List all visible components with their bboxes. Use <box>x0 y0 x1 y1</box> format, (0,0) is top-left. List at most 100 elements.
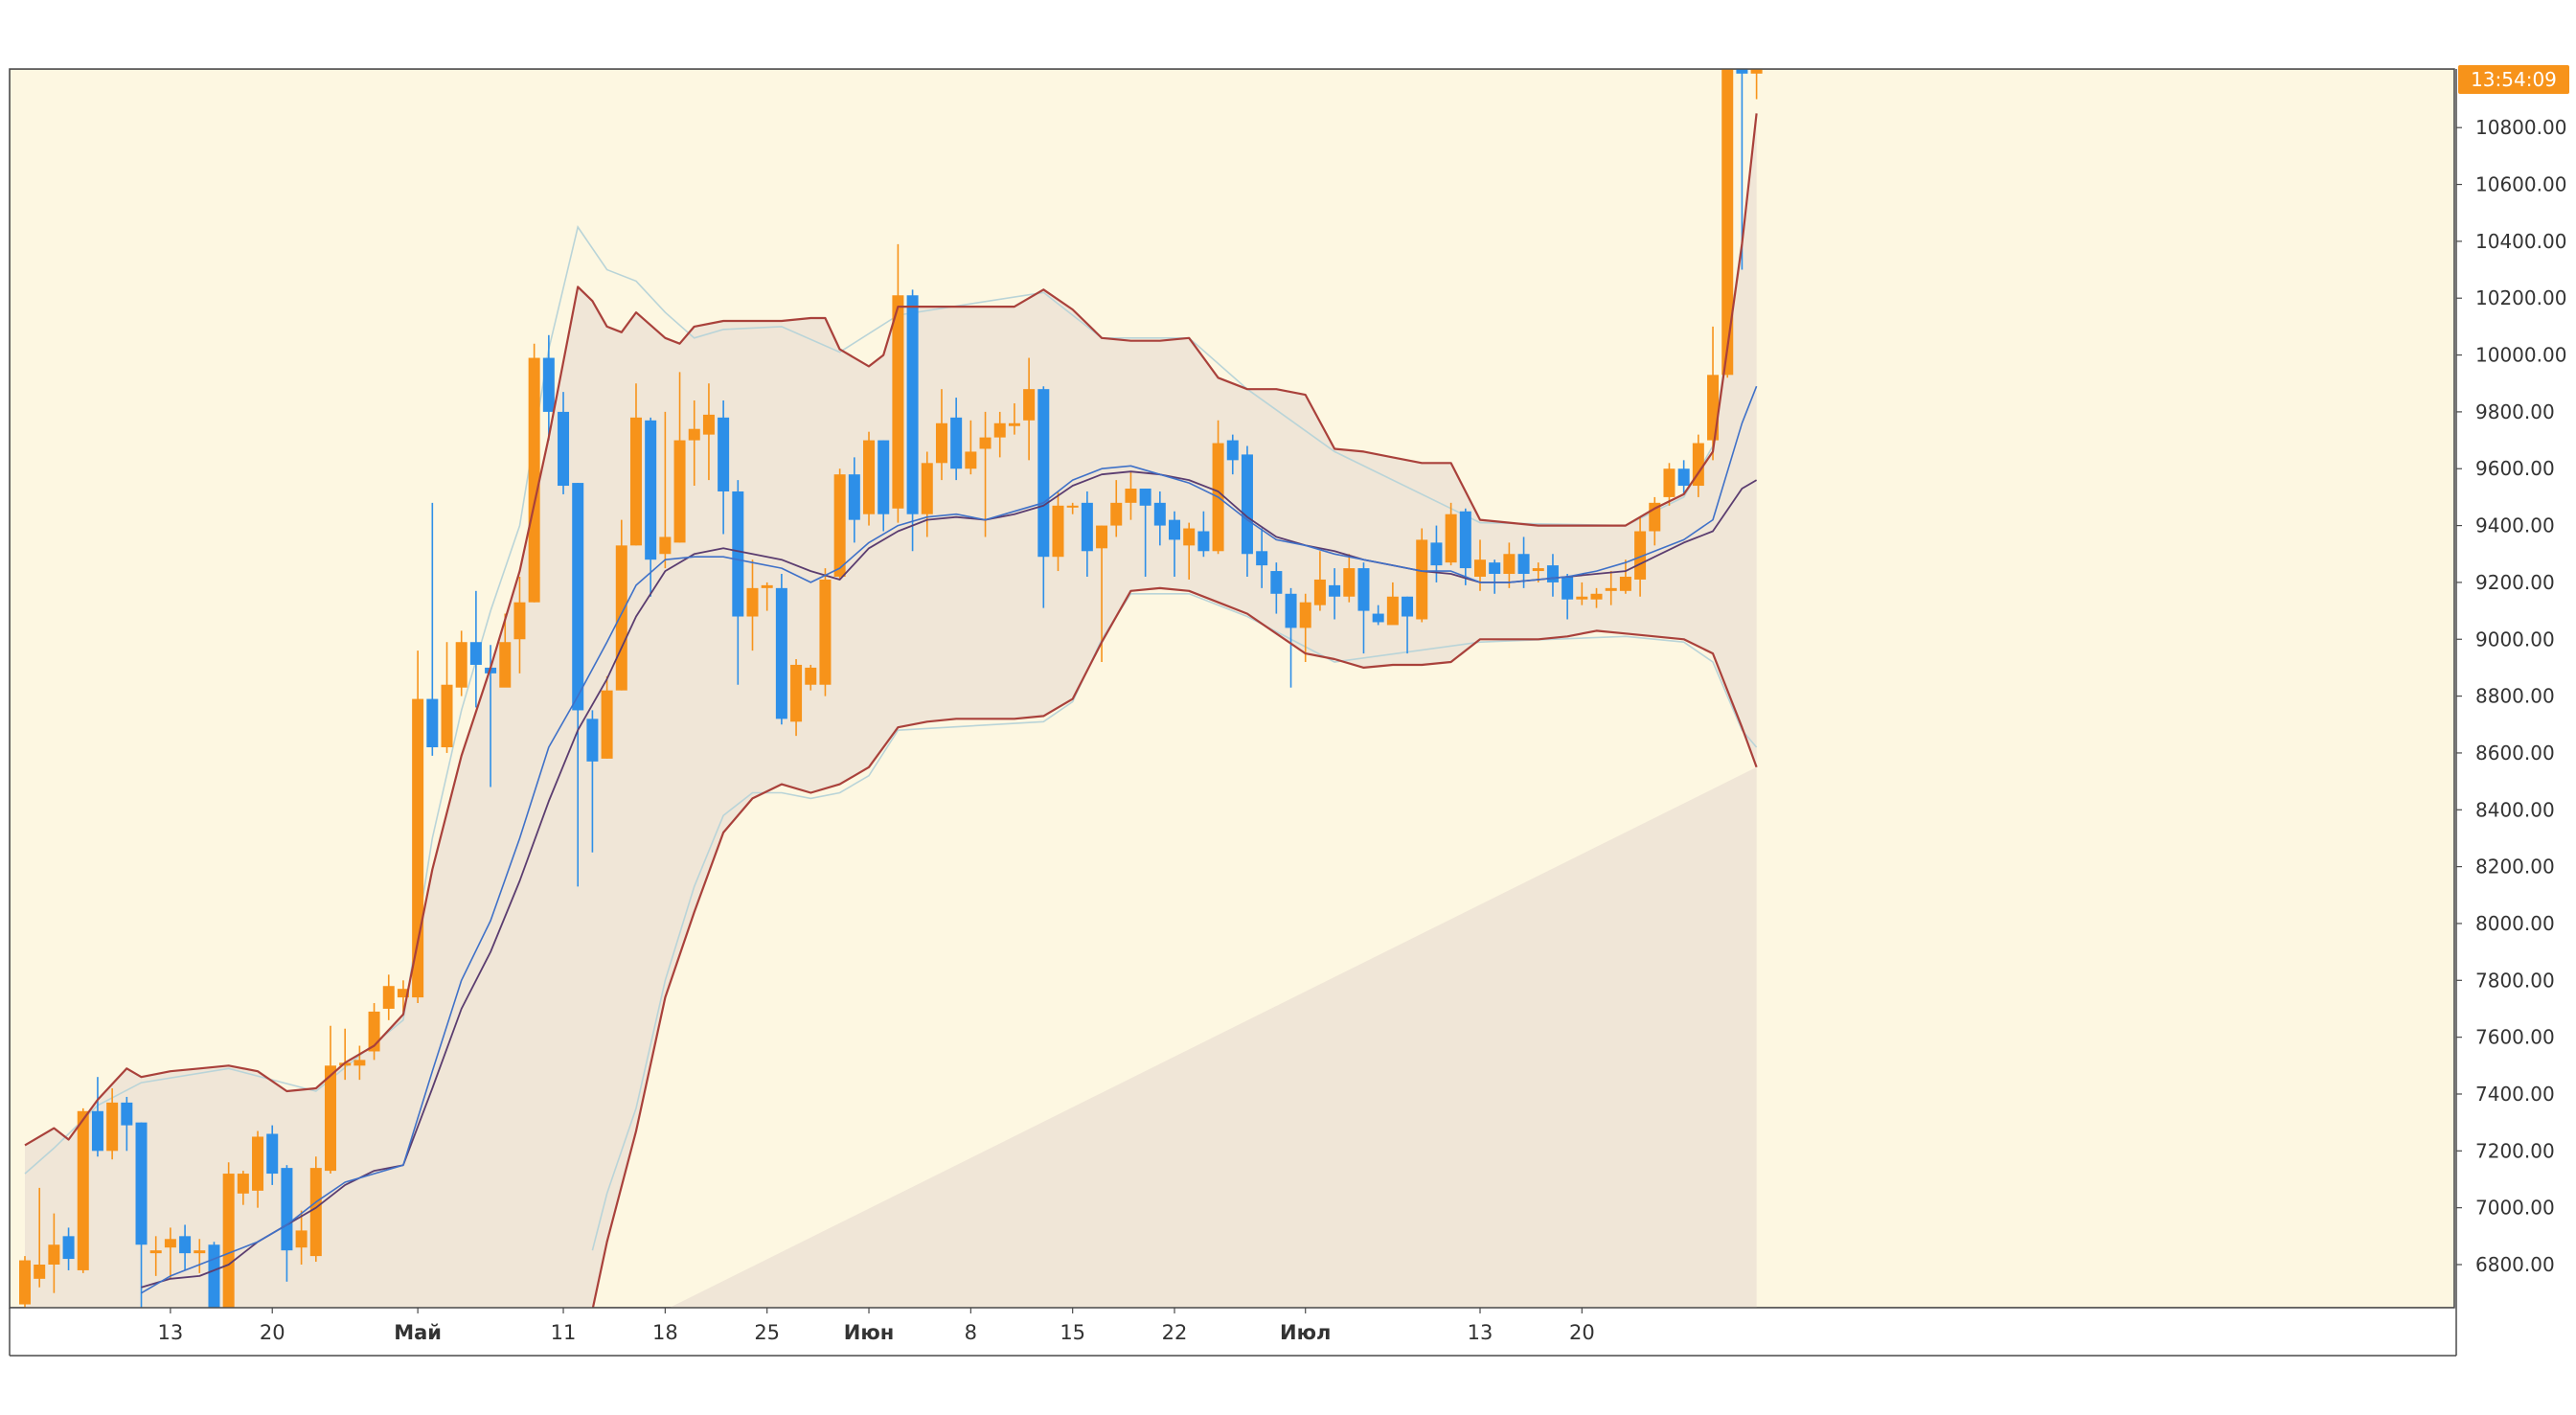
candle <box>1037 386 1050 608</box>
candle <box>19 1256 31 1308</box>
candle-body <box>790 664 803 722</box>
price-tick-label: 8600.00 <box>2475 742 2555 765</box>
candle <box>805 664 817 691</box>
candle-body <box>1183 528 1196 546</box>
candle-body <box>1023 389 1036 421</box>
candle <box>1750 69 1763 100</box>
price-tick-label: 9000.00 <box>2475 628 2555 650</box>
candle <box>718 400 730 535</box>
time-tick-label: 20 <box>260 1321 285 1344</box>
candle-body <box>1489 562 1501 575</box>
candle <box>1416 528 1428 623</box>
price-axis-background <box>2454 0 2576 1415</box>
candle <box>645 417 657 597</box>
candle <box>1285 587 1297 688</box>
time-tick-label: 20 <box>1569 1321 1595 1344</box>
candle-body <box>1677 468 1690 487</box>
candle-body <box>237 1174 249 1194</box>
plot-frame <box>9 68 2455 1309</box>
candle-body <box>1299 602 1311 628</box>
candle <box>878 440 890 532</box>
candle <box>48 1213 60 1293</box>
candle-body <box>1605 587 1617 591</box>
candle <box>499 613 512 688</box>
candle <box>1299 593 1311 662</box>
candle-body <box>106 1102 119 1152</box>
candle <box>1459 508 1471 585</box>
candle <box>1489 559 1501 594</box>
candle <box>1197 511 1210 558</box>
time-tick-label: 13 <box>158 1321 184 1344</box>
price-tick-label: 10400.00 <box>2475 230 2566 253</box>
candle <box>1008 402 1020 435</box>
candle-body <box>1474 559 1486 577</box>
candle <box>309 1156 322 1263</box>
candle-body <box>1402 596 1414 617</box>
candle-body <box>586 719 599 762</box>
candle <box>1605 571 1617 605</box>
time-tick-label: 15 <box>1060 1321 1085 1344</box>
candle-body <box>1721 69 1734 376</box>
candle-body <box>412 698 424 998</box>
candle-body <box>426 698 439 748</box>
time-axis-background <box>0 1308 2576 1415</box>
candle <box>906 289 919 552</box>
candle <box>194 1239 206 1273</box>
candle-body <box>281 1168 293 1251</box>
candle <box>441 642 453 753</box>
candle-body <box>252 1136 264 1191</box>
price-tick-label: 7400.00 <box>2475 1083 2555 1106</box>
candle-body <box>1736 69 1748 74</box>
price-tick-label: 8000.00 <box>2475 912 2555 935</box>
candle <box>848 457 860 543</box>
candle-body <box>848 474 860 520</box>
candle <box>542 334 555 441</box>
candle-body <box>48 1244 60 1265</box>
price-tick-label: 9800.00 <box>2475 400 2555 423</box>
candle-body <box>324 1065 336 1172</box>
candle-body <box>499 642 512 688</box>
candle-body <box>1372 613 1384 623</box>
candle-body <box>164 1239 176 1248</box>
time-badge-label: 13:54:09 <box>2471 68 2557 91</box>
price-tick-label: 7000.00 <box>2475 1197 2555 1220</box>
candle <box>1503 542 1516 588</box>
candle <box>1721 69 1734 378</box>
candle <box>91 1077 103 1157</box>
candle <box>149 1236 162 1276</box>
candle-body <box>1139 489 1151 506</box>
candle-body <box>935 422 947 464</box>
candle <box>1619 559 1631 594</box>
candle <box>382 974 395 1020</box>
candle <box>1270 562 1283 614</box>
time-tick-label: 11 <box>551 1321 577 1344</box>
candle-body <box>339 1062 352 1066</box>
candle-body <box>950 417 963 469</box>
candle-body <box>513 602 526 640</box>
candle-body <box>1386 596 1399 626</box>
candle <box>412 650 424 1004</box>
candle-body <box>19 1260 31 1305</box>
candle-body <box>1445 514 1457 563</box>
candle-body <box>1343 568 1356 597</box>
price-tick-label: 8200.00 <box>2475 856 2555 879</box>
candle-body <box>1052 505 1064 558</box>
candle <box>528 343 540 603</box>
candle-body <box>1153 502 1166 526</box>
candle <box>77 1107 89 1273</box>
candle <box>1023 357 1036 461</box>
candle <box>979 411 992 537</box>
candle-body <box>1562 576 1574 600</box>
candle-body <box>673 440 686 543</box>
line-layer <box>24 113 1758 1308</box>
price-tick-label: 10200.00 <box>2475 286 2566 309</box>
candle-body <box>149 1250 162 1254</box>
candle <box>1386 582 1399 626</box>
candle-body <box>1750 69 1763 74</box>
candle-body <box>455 642 467 688</box>
candle-body <box>34 1265 46 1279</box>
candle-body <box>194 1250 206 1254</box>
candle-body <box>1110 502 1123 526</box>
candle <box>252 1130 264 1208</box>
